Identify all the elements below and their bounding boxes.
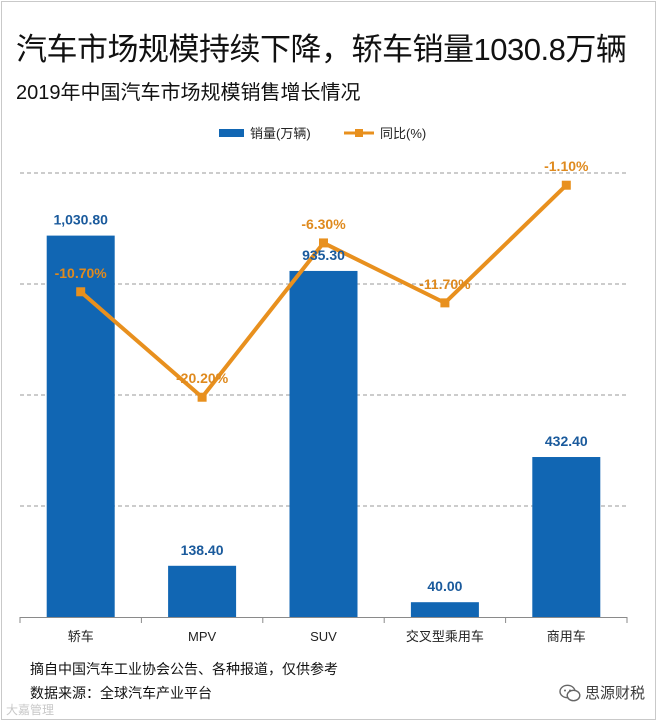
wechat-icon — [559, 684, 581, 701]
bar-0 — [46, 235, 115, 617]
bar-1 — [168, 565, 237, 617]
bar-value-label: 40.00 — [427, 578, 462, 594]
watermark: 大嘉管理 — [6, 703, 55, 717]
bar-value-label: 432.40 — [545, 433, 588, 449]
yoy-point-2 — [319, 238, 328, 248]
bar-2 — [289, 270, 358, 617]
yoy-point-4 — [561, 180, 571, 190]
chart-title: 汽车市场规模持续下降，轿车销量1030.8万辆 — [16, 32, 627, 67]
x-tick-label: SUV — [310, 629, 337, 644]
x-tick-label: 轿车 — [68, 629, 94, 644]
yoy-point-0 — [76, 287, 86, 297]
yoy-value-label: -1.10% — [544, 158, 589, 174]
bar-value-label: 935.30 — [302, 247, 345, 263]
yoy-value-label: -11.70% — [419, 276, 471, 292]
x-tick-label: MPV — [188, 629, 217, 644]
wechat-account: 思源财税 — [584, 685, 645, 702]
yoy-point-3 — [440, 298, 450, 308]
x-tick-label: 商用车 — [547, 629, 586, 644]
legend-bar-swatch — [219, 129, 244, 137]
yoy-value-label: -6.30% — [301, 216, 346, 232]
bar-3 — [410, 602, 479, 617]
data-source: 数据来源：全球汽车产业平台 — [30, 685, 212, 701]
x-tick-label: 交叉型乘用车 — [406, 629, 484, 644]
source-note: 摘自中国汽车工业协会公告、各种报道，仅供参考 — [30, 661, 338, 677]
yoy-value-label: -20.20% — [176, 370, 229, 386]
yoy-point-1 — [197, 392, 207, 402]
bar-value-label: 1,030.80 — [53, 212, 108, 228]
legend-label-sales: 销量(万辆) — [250, 126, 311, 141]
chart-subtitle: 2019年中国汽车市场规模销售增长情况 — [16, 82, 361, 104]
legend-line-marker — [355, 129, 363, 137]
yoy-value-label: -10.70% — [55, 265, 108, 281]
legend-label-yoy: 同比(%) — [380, 126, 426, 141]
bar-4 — [532, 457, 601, 617]
wechat-badge: 思源财税 — [559, 682, 645, 703]
bar-value-label: 138.40 — [181, 542, 224, 558]
